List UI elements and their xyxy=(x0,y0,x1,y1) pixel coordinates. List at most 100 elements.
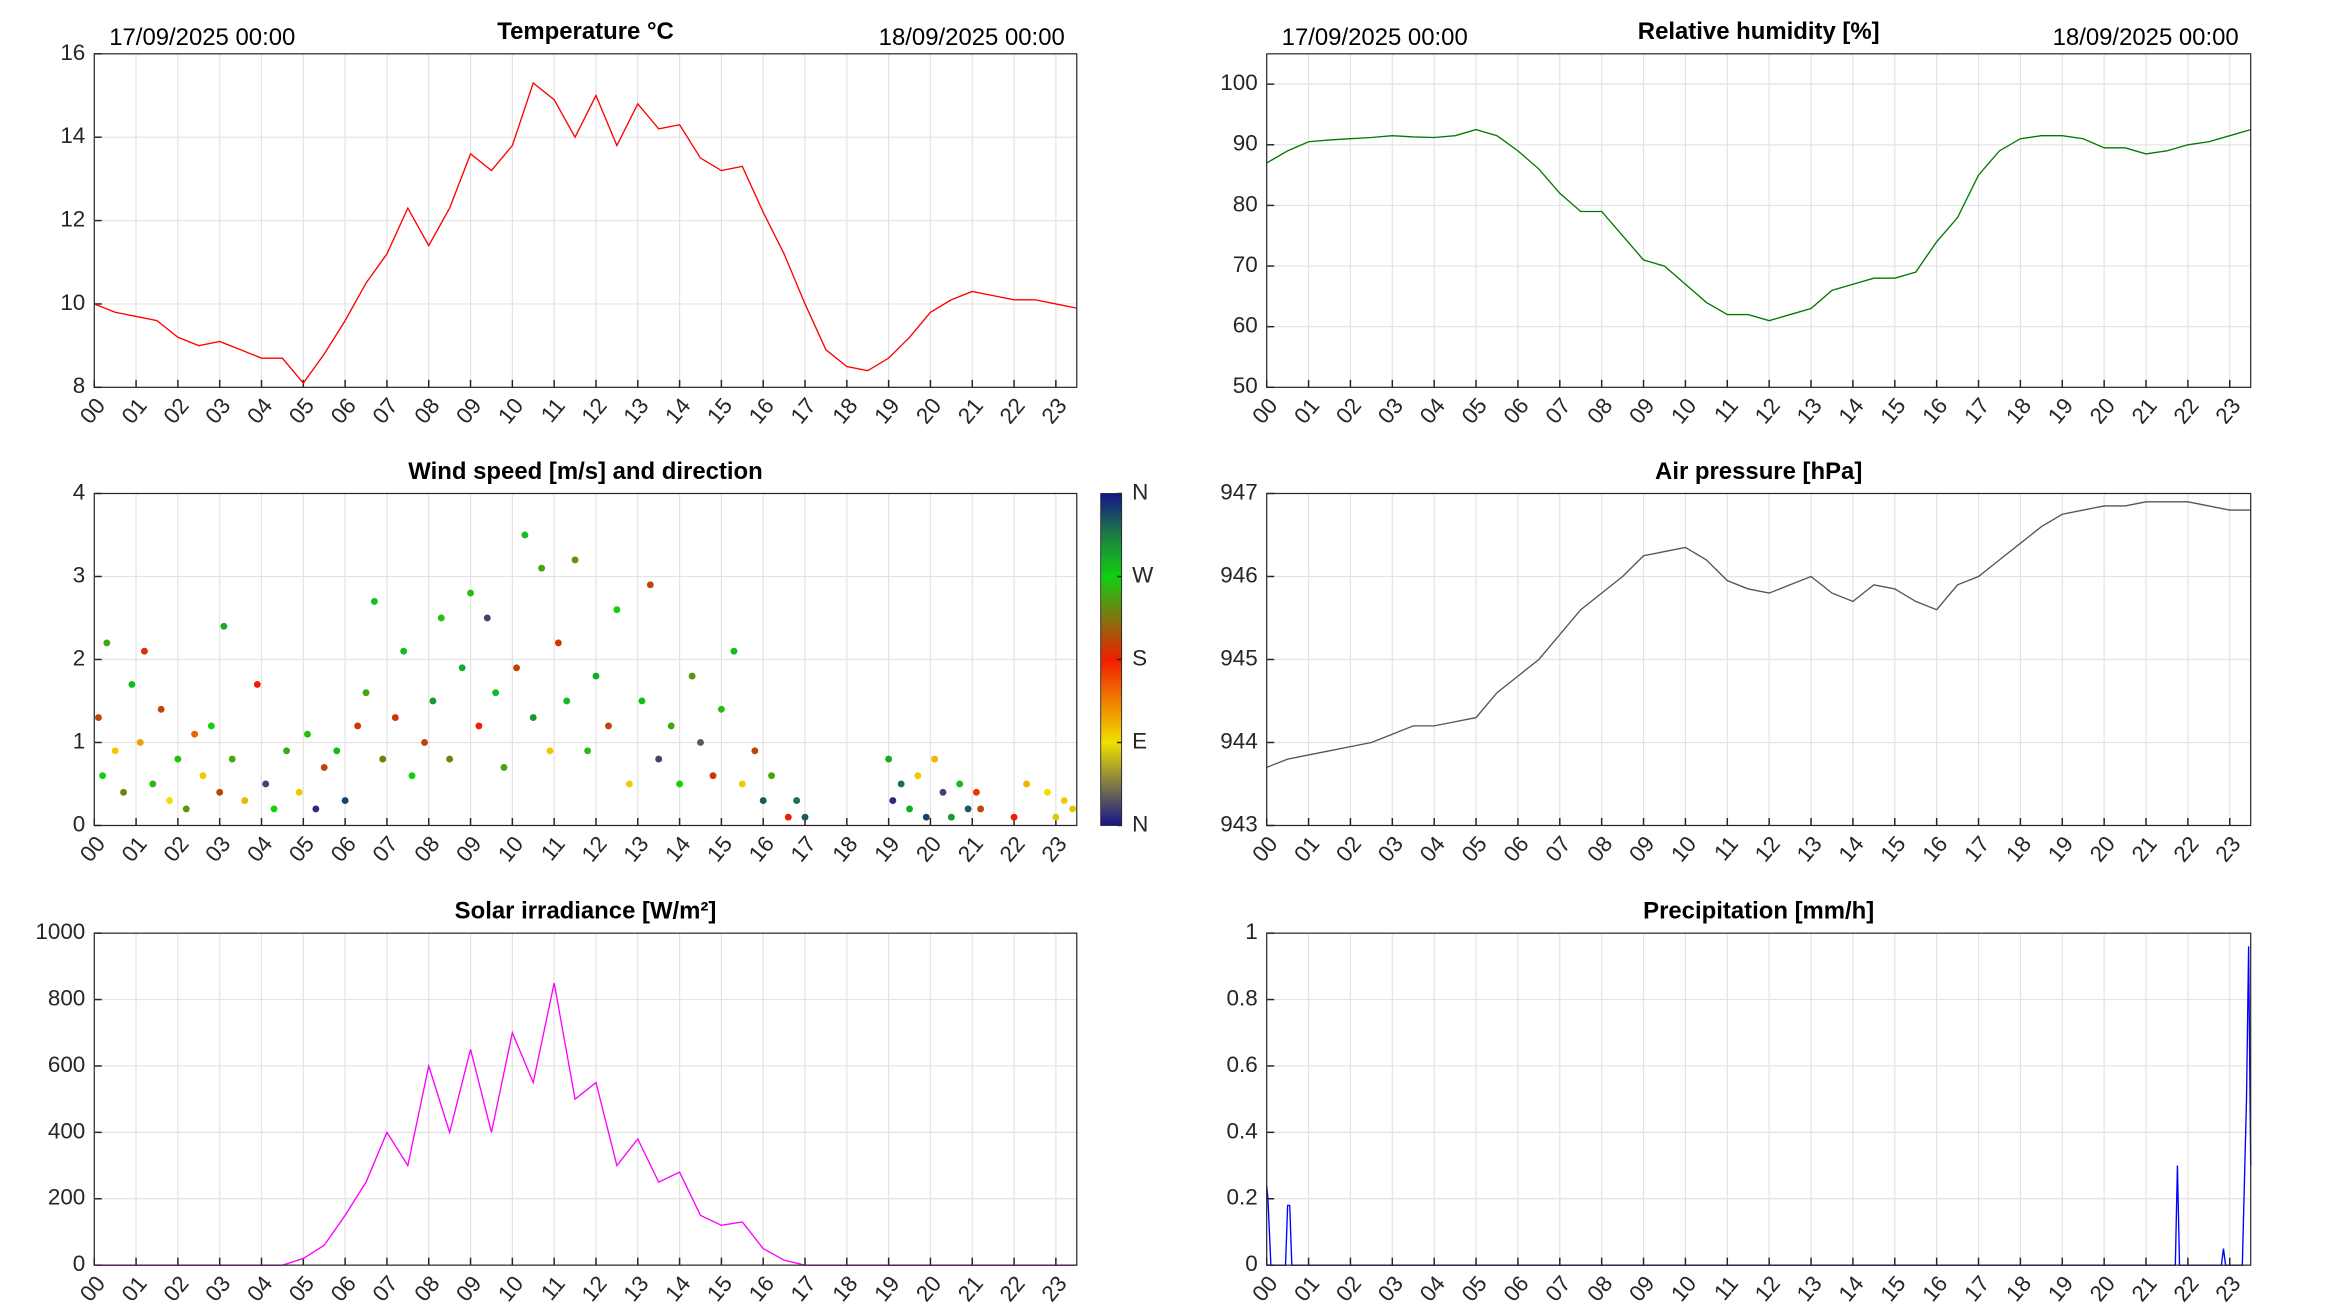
wind-point xyxy=(320,763,328,771)
chart-title: Air pressure [hPa] xyxy=(1655,458,1862,485)
colorbar-label: N xyxy=(1132,811,1148,836)
wind-point xyxy=(379,755,387,763)
colorbar-label: W xyxy=(1132,562,1154,587)
chart-title: Temperature °C xyxy=(497,18,674,45)
y-tick-label: 16 xyxy=(60,40,85,65)
wind-point xyxy=(538,564,546,572)
wind-point xyxy=(922,813,930,821)
wind-point xyxy=(166,797,173,805)
wind-point xyxy=(262,780,270,788)
wind-point xyxy=(270,805,278,813)
wind-point xyxy=(529,714,537,722)
wind-point xyxy=(467,589,474,597)
wind-point xyxy=(625,780,633,788)
y-tick-label: 14 xyxy=(60,123,85,148)
wind-point xyxy=(638,697,646,705)
y-tick-label: 800 xyxy=(48,985,85,1010)
wind-point xyxy=(554,639,562,647)
wind-point xyxy=(592,672,600,680)
plot-frame xyxy=(93,492,1078,827)
y-tick-label: 400 xyxy=(48,1118,85,1143)
wind-point xyxy=(199,772,207,780)
plot-frame xyxy=(1266,53,2252,388)
y-tick-label: 3 xyxy=(73,562,85,587)
wind-point xyxy=(408,772,416,780)
wind-point xyxy=(906,805,913,813)
wind-point xyxy=(676,780,684,788)
wind-point xyxy=(1010,813,1018,821)
wind-point xyxy=(492,689,500,697)
plot-frame xyxy=(93,53,1078,388)
wind-point xyxy=(646,581,654,589)
wind-point xyxy=(759,797,767,805)
wind-point xyxy=(972,788,980,796)
wind-point xyxy=(513,664,520,672)
y-tick-label: 947 xyxy=(1220,479,1257,504)
y-tick-label: 943 xyxy=(1220,811,1257,836)
chart-title: Wind speed [m/s] and direction xyxy=(408,458,762,485)
wind-point xyxy=(1060,797,1068,805)
wind-point xyxy=(1023,780,1031,788)
end-date: 18/09/2025 00:00 xyxy=(2053,24,2239,51)
wind-point xyxy=(216,788,224,796)
wind-point xyxy=(182,805,190,813)
wind-point xyxy=(500,763,508,771)
wind-point xyxy=(768,772,776,780)
wind-point xyxy=(931,755,939,763)
wind-point xyxy=(717,705,725,713)
data-line xyxy=(94,81,1077,385)
y-tick-label: 10 xyxy=(60,290,85,315)
wind-point xyxy=(793,797,801,805)
y-tick-label: 0.8 xyxy=(1227,985,1258,1010)
wind-point xyxy=(784,813,792,821)
wind-point xyxy=(136,739,144,746)
wind-point xyxy=(947,813,955,821)
y-tick-label: 1 xyxy=(73,728,85,753)
wind-point xyxy=(228,755,236,763)
plot-frame xyxy=(1266,932,2252,1266)
wind-point xyxy=(914,772,922,780)
plot-area xyxy=(1266,53,2251,388)
wind-point xyxy=(688,672,696,680)
wind-point xyxy=(1044,788,1051,796)
wind-point xyxy=(885,755,893,763)
y-tick-label: 600 xyxy=(48,1052,85,1077)
wind-point xyxy=(738,780,746,788)
wind-point xyxy=(521,531,529,539)
wind-point xyxy=(99,772,107,780)
plot-area xyxy=(94,933,1077,1266)
y-tick-label: 0.2 xyxy=(1227,1185,1258,1210)
wind-point xyxy=(157,705,165,713)
wind-point xyxy=(613,606,621,614)
chart-title: Solar irradiance [W/m²] xyxy=(455,898,717,925)
wind-point xyxy=(697,739,704,746)
y-tick-label: 90 xyxy=(1233,131,1258,156)
chart-title: Precipitation [mm/h] xyxy=(1643,898,1874,925)
plot-frame xyxy=(1266,492,2252,827)
wind-point xyxy=(751,747,759,755)
wind-point xyxy=(370,597,378,605)
y-tick-label: 0 xyxy=(73,811,85,836)
wind-point xyxy=(584,747,592,755)
colorbar-label: N xyxy=(1132,479,1148,504)
wind-point xyxy=(241,797,249,805)
wind-point xyxy=(458,664,466,672)
wind-point xyxy=(174,755,182,763)
wind-point xyxy=(475,722,483,730)
y-tick-label: 946 xyxy=(1220,562,1257,587)
wind-point xyxy=(111,747,119,755)
wind-point xyxy=(191,730,199,738)
wind-point xyxy=(421,739,428,746)
y-tick-label: 1 xyxy=(1245,919,1257,944)
y-tick-label: 0.4 xyxy=(1227,1118,1258,1143)
wind-point xyxy=(897,780,905,788)
chart-title: Relative humidity [%] xyxy=(1638,18,1880,45)
wind-point xyxy=(304,730,311,738)
y-tick-label: 2 xyxy=(73,645,85,670)
wind-point xyxy=(605,722,612,730)
wind-point xyxy=(730,647,738,655)
y-tick-label: 200 xyxy=(48,1185,85,1210)
